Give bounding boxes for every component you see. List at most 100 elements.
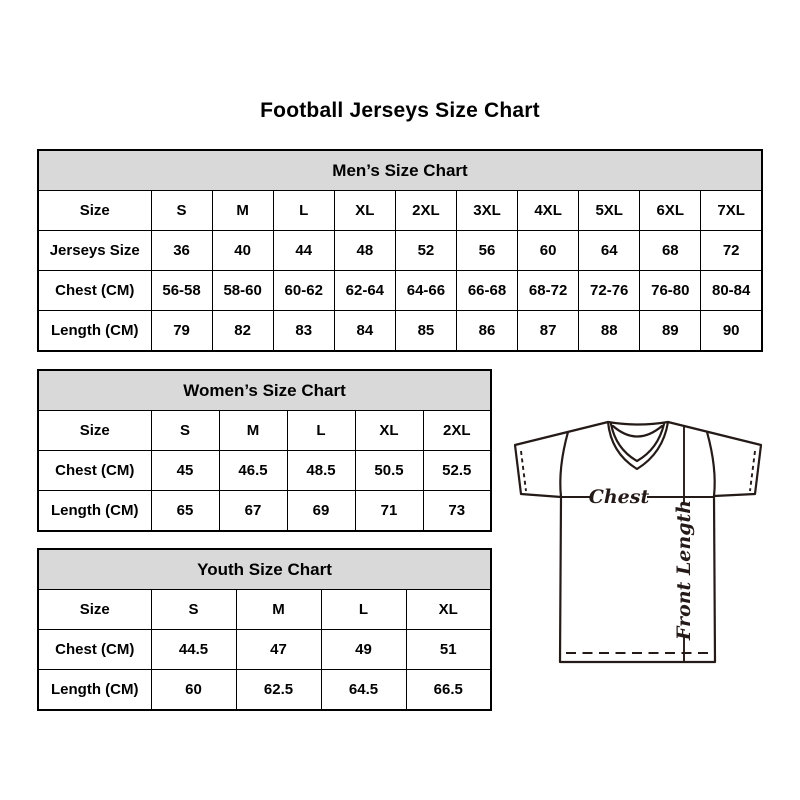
youth-header-row: Youth Size Chart (37, 548, 492, 590)
jersey-vneck-collar (606, 420, 670, 471)
value-cell: 88 (578, 310, 641, 352)
youth-size-row: Size S M L XL (37, 589, 492, 630)
cuff-dashed-line-right (749, 450, 756, 492)
value-cell: 80-84 (700, 270, 763, 311)
value-cell: 52 (394, 230, 457, 271)
size-column-header: S (150, 589, 237, 630)
value-cell: 45 (150, 450, 220, 491)
value-cell: 89 (639, 310, 702, 352)
table-row: Chest (CM) 44.5 47 49 51 (37, 629, 492, 670)
value-cell: 47 (235, 629, 322, 670)
value-cell: 73 (422, 490, 492, 532)
size-column-header: L (320, 589, 407, 630)
mens-table-title: Men’s Size Chart (37, 149, 763, 191)
value-cell: 48.5 (286, 450, 356, 491)
value-cell: 68-72 (517, 270, 580, 311)
value-cell: 49 (320, 629, 407, 670)
womens-size-row: Size S M L XL 2XL (37, 410, 492, 451)
front-length-label: Front Length (673, 500, 695, 641)
table-row: Jerseys Size 36 40 44 48 52 56 60 64 68 72 (37, 230, 763, 271)
value-cell: 60 (517, 230, 580, 271)
mens-header-row: Men’s Size Chart (37, 149, 763, 191)
value-cell: 44 (272, 230, 335, 271)
value-cell: 64.5 (320, 669, 407, 711)
value-cell: 71 (354, 490, 424, 532)
size-column-header: L (286, 410, 356, 451)
value-cell: 64 (578, 230, 641, 271)
value-cell: 66-68 (455, 270, 519, 311)
value-cell: 87 (517, 310, 580, 352)
value-cell: 76-80 (639, 270, 702, 311)
value-cell: 48 (333, 230, 396, 271)
row-label: Chest (CM) (37, 629, 152, 670)
value-cell: 60 (150, 669, 237, 711)
size-column-header: 7XL (700, 190, 763, 231)
cuff-dashed-line-left (520, 450, 527, 492)
size-column-header: XL (333, 190, 396, 231)
womens-size-table: Women’s Size Chart Size S M L XL 2XL Chest (CM)… (37, 369, 492, 532)
value-cell: 79 (150, 310, 213, 352)
value-cell: 67 (218, 490, 288, 532)
value-cell: 56-58 (150, 270, 213, 311)
row-label: Size (37, 190, 152, 231)
value-cell: 44.5 (150, 629, 237, 670)
value-cell: 62-64 (333, 270, 396, 311)
row-label: Chest (CM) (37, 270, 152, 311)
row-label: Size (37, 410, 152, 451)
size-column-header: XL (354, 410, 424, 451)
size-column-header: L (272, 190, 335, 231)
womens-header-row: Women’s Size Chart (37, 369, 492, 411)
value-cell: 84 (333, 310, 396, 352)
row-label: Size (37, 589, 152, 630)
row-label: Jerseys Size (37, 230, 152, 271)
youth-table-title: Youth Size Chart (37, 548, 492, 590)
value-cell: 40 (211, 230, 274, 271)
value-cell: 83 (272, 310, 335, 352)
value-cell: 60-62 (272, 270, 335, 311)
size-column-header: 5XL (578, 190, 641, 231)
row-label: Chest (CM) (37, 450, 152, 491)
size-column-header: 2XL (422, 410, 492, 451)
value-cell: 51 (405, 629, 492, 670)
page-title: Football Jerseys Size Chart (260, 99, 540, 122)
chest-label: Chest (589, 486, 650, 508)
value-cell: 58-60 (211, 270, 274, 311)
size-column-header: XL (405, 589, 492, 630)
value-cell: 72 (700, 230, 763, 271)
value-cell: 36 (150, 230, 213, 271)
value-cell: 64-66 (394, 270, 457, 311)
value-cell: 85 (394, 310, 457, 352)
mens-size-row: Size S M L XL 2XL 3XL 4XL 5XL 6XL 7XL (37, 190, 763, 231)
size-column-header: 2XL (394, 190, 457, 231)
size-column-header: M (211, 190, 274, 231)
table-row: Length (CM) 60 62.5 64.5 66.5 (37, 669, 492, 711)
size-column-header: 6XL (639, 190, 702, 231)
jersey-outline-shape (513, 420, 763, 664)
value-cell: 52.5 (422, 450, 492, 491)
table-row: Chest (CM) 56-58 58-60 60-62 62-64 64-66 66-68… (37, 270, 763, 311)
table-row: Chest (CM) 45 46.5 48.5 50.5 52.5 (37, 450, 492, 491)
row-label: Length (CM) (37, 669, 152, 711)
table-row: Length (CM) 65 67 69 71 73 (37, 490, 492, 532)
youth-size-table: Youth Size Chart Size S M L XL Chest (CM) 44.5 4… (37, 548, 492, 711)
mens-size-table: Men’s Size Chart Size S M L XL 2XL 3XL 4XL 5XL 6XL… (37, 149, 763, 352)
jersey-armhole-left (559, 430, 570, 499)
value-cell: 69 (286, 490, 356, 532)
womens-table-title: Women’s Size Chart (37, 369, 492, 411)
value-cell: 90 (700, 310, 763, 352)
size-column-header: S (150, 190, 213, 231)
value-cell: 72-76 (578, 270, 641, 311)
row-label: Length (CM) (37, 310, 152, 352)
value-cell: 56 (455, 230, 519, 271)
value-cell: 86 (455, 310, 519, 352)
value-cell: 82 (211, 310, 274, 352)
value-cell: 50.5 (354, 450, 424, 491)
jersey-armhole-right (705, 430, 716, 498)
table-row: Length (CM) 79 82 83 84 85 86 87 88 89 90 (37, 310, 763, 352)
value-cell: 66.5 (405, 669, 492, 711)
jersey-measurement-diagram: Chest Front Length (513, 420, 763, 664)
value-cell: 62.5 (235, 669, 322, 711)
size-column-header: 3XL (455, 190, 519, 231)
size-column-header: S (150, 410, 220, 451)
